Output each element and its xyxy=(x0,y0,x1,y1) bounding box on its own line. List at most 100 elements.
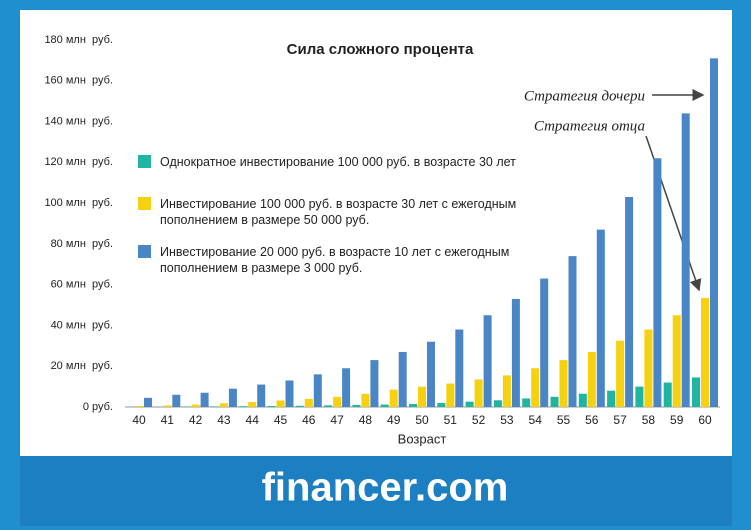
x-tick-label: 43 xyxy=(217,413,231,427)
bar xyxy=(295,405,304,407)
bar xyxy=(398,351,407,407)
bar xyxy=(474,379,483,407)
bar xyxy=(380,404,389,407)
bar xyxy=(635,386,644,407)
x-tick-label: 50 xyxy=(415,413,429,427)
legend-swatch xyxy=(138,155,151,168)
x-tick-label: 47 xyxy=(330,413,344,427)
bar xyxy=(210,406,219,407)
y-tick-label: 140 млн руб. xyxy=(44,115,113,127)
bar xyxy=(616,340,625,407)
annotation: Стратегия отца xyxy=(534,118,645,134)
bar xyxy=(502,375,511,407)
bar xyxy=(568,256,577,407)
bar xyxy=(324,405,333,407)
bar xyxy=(342,368,351,407)
legend-item: Инвестирование 100 000 руб. в возрасте 3… xyxy=(138,196,558,228)
y-tick-label: 40 млн руб. xyxy=(51,319,113,331)
y-tick-label: 120 млн руб. xyxy=(44,156,113,168)
bar xyxy=(389,389,398,407)
bar xyxy=(465,401,474,407)
x-tick-label: 40 xyxy=(132,413,146,427)
bar xyxy=(200,392,209,407)
bar xyxy=(267,405,276,407)
bar xyxy=(550,396,559,407)
y-tick-label: 160 млн руб. xyxy=(44,75,113,87)
bar xyxy=(540,278,549,407)
bar xyxy=(701,297,709,407)
x-tick-label: 56 xyxy=(585,413,599,427)
bar xyxy=(522,398,531,407)
bar xyxy=(304,398,313,407)
x-tick-label: 41 xyxy=(161,413,175,427)
bar xyxy=(239,406,248,407)
y-tick-label: 20 млн руб. xyxy=(51,360,113,372)
bar xyxy=(313,374,322,407)
x-tick-label: 46 xyxy=(302,413,316,427)
bar xyxy=(418,386,426,407)
bar xyxy=(361,393,370,407)
y-tick-label: 180 млн руб. xyxy=(44,34,113,46)
bar xyxy=(559,360,568,407)
bar xyxy=(493,400,502,407)
bar xyxy=(437,402,446,407)
bar xyxy=(625,196,634,407)
x-tick-label: 59 xyxy=(670,413,684,427)
bar xyxy=(257,384,266,407)
x-tick-label: 52 xyxy=(472,413,486,427)
legend-item: Однократное инвестирование 100 000 руб. … xyxy=(138,154,558,170)
bar xyxy=(248,402,257,407)
bar xyxy=(653,158,662,407)
x-tick-label: 44 xyxy=(246,413,260,427)
brand-logo: financer.com xyxy=(262,466,509,510)
x-tick-label: 55 xyxy=(557,413,571,427)
bar xyxy=(692,377,700,407)
legend-swatch xyxy=(138,197,151,210)
x-tick-label: 57 xyxy=(613,413,627,427)
x-tick-label: 58 xyxy=(642,413,656,427)
y-tick-label: 100 млн руб. xyxy=(44,197,113,209)
bar xyxy=(607,390,616,407)
bar xyxy=(587,351,596,407)
bar xyxy=(531,368,540,407)
bar xyxy=(710,58,718,407)
bar xyxy=(409,403,417,407)
y-tick-label: 80 млн руб. xyxy=(51,238,113,250)
bar xyxy=(511,298,520,407)
bar xyxy=(172,394,181,407)
legend-swatch xyxy=(138,245,151,258)
legend-label: Инвестирование 20 000 руб. в возрасте 10… xyxy=(160,245,510,275)
x-tick-label: 45 xyxy=(274,413,288,427)
legend-label: Инвестирование 100 000 руб. в возрасте 3… xyxy=(160,197,517,227)
bar xyxy=(446,383,455,407)
bar xyxy=(135,405,143,407)
bar xyxy=(352,404,361,407)
bar xyxy=(333,396,342,407)
x-tick-label: 51 xyxy=(444,413,458,427)
bar xyxy=(285,380,294,407)
bar xyxy=(455,329,464,407)
legend-item: Инвестирование 20 000 руб. в возрасте 10… xyxy=(138,244,558,276)
bar xyxy=(191,404,200,407)
x-tick-label: 48 xyxy=(359,413,373,427)
bar xyxy=(578,393,587,407)
bar xyxy=(427,341,435,407)
bar xyxy=(663,382,672,407)
bar xyxy=(596,229,605,407)
bar xyxy=(228,388,237,407)
y-tick-label: 0 руб. xyxy=(83,401,113,413)
bar xyxy=(672,315,681,407)
bar xyxy=(219,403,228,407)
bar xyxy=(163,405,172,407)
x-axis-label: Возраст xyxy=(398,431,447,446)
x-tick-label: 49 xyxy=(387,413,401,427)
x-tick-label: 54 xyxy=(529,413,543,427)
legend-label: Однократное инвестирование 100 000 руб. … xyxy=(160,155,516,169)
annotation: Стратегия дочери xyxy=(524,88,645,104)
bar xyxy=(276,400,285,407)
x-tick-label: 53 xyxy=(500,413,514,427)
brand-band xyxy=(20,456,732,526)
bar xyxy=(644,329,653,407)
